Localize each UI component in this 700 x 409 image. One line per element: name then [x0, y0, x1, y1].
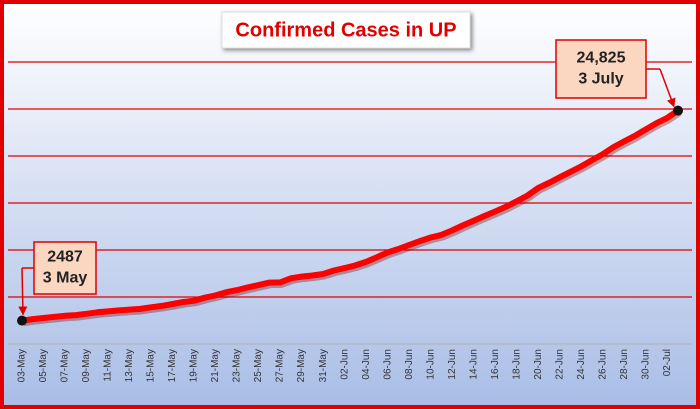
annotation-text: 24,825 — [577, 50, 626, 67]
annotation-text: 2487 — [47, 249, 83, 266]
x-tick-label: 05-May — [38, 349, 49, 382]
x-tick-label: 03-May — [17, 349, 28, 382]
x-tick-label: 17-May — [167, 349, 178, 382]
end-point — [17, 315, 27, 326]
x-tick-label: 09-May — [81, 349, 92, 382]
x-tick-label: 12-Jun — [447, 349, 458, 380]
data-line — [19, 107, 681, 324]
x-tick-label: 29-May — [296, 349, 307, 382]
x-tick-label: 31-May — [318, 349, 329, 382]
annotation-box — [555, 39, 647, 99]
x-tick-label: 24-Jun — [576, 349, 587, 380]
x-tick-label: 28-Jun — [619, 349, 630, 380]
x-tick-label: 10-Jun — [425, 349, 436, 380]
title-box — [221, 11, 471, 49]
x-tick-label: 20-Jun — [533, 349, 544, 380]
x-tick-label: 22-Jun — [554, 349, 565, 380]
x-tick-label: 23-May — [232, 349, 243, 382]
annotation-text: 3 July — [578, 71, 623, 88]
x-tick-label: 08-Jun — [404, 349, 415, 380]
x-tick-label: 02-Jun — [339, 349, 350, 380]
annotation-arrow — [18, 267, 28, 316]
annotation-text: 3 May — [43, 270, 88, 287]
x-tick-label: 25-May — [253, 349, 264, 382]
x-tick-label: 27-May — [275, 349, 286, 382]
x-tick-label: 13-May — [124, 349, 135, 382]
x-tick-label: 26-Jun — [597, 349, 608, 380]
x-tick-label: 14-Jun — [468, 349, 479, 380]
annotation-box — [33, 241, 97, 295]
chart-title: Confirmed Cases in UP — [235, 19, 456, 41]
x-tick-label: 04-Jun — [361, 349, 372, 380]
x-tick-label: 15-May — [146, 349, 157, 382]
end-point — [673, 105, 683, 116]
x-tick-label: 07-May — [60, 349, 71, 382]
x-tick-label: 06-Jun — [382, 349, 393, 380]
x-tick-label: 11-May — [103, 349, 114, 382]
annotation-arrow — [659, 68, 676, 108]
x-tick-label: 16-Jun — [490, 349, 501, 380]
x-tick-label: 18-Jun — [511, 349, 522, 380]
x-tick-label: 02-Jul — [662, 349, 673, 376]
x-tick-label: 21-May — [210, 349, 221, 382]
x-tick-label: 19-May — [189, 349, 200, 382]
x-tick-label: 30-Jun — [640, 349, 651, 380]
